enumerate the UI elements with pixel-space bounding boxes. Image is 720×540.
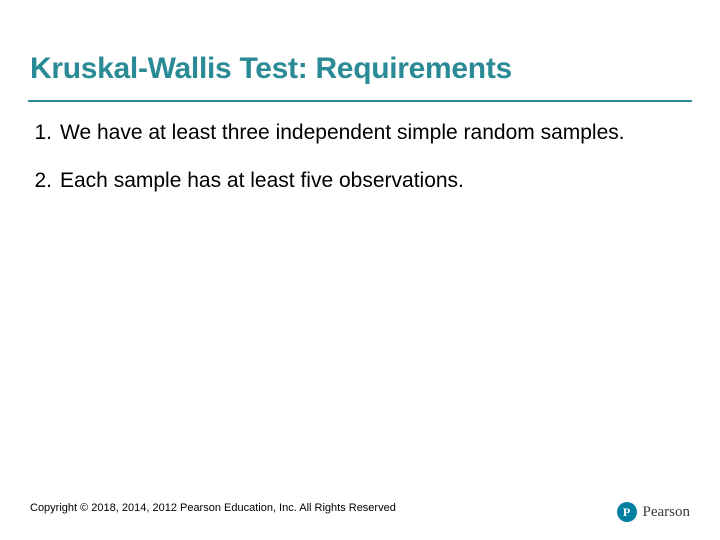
slide: Kruskal-Wallis Test: Requirements 1. We … bbox=[0, 0, 720, 540]
list-item: 1. We have at least three independent si… bbox=[30, 120, 690, 146]
pearson-logo: P Pearson bbox=[617, 502, 691, 522]
list-text: We have at least three independent simpl… bbox=[60, 120, 690, 146]
list-number: 1. bbox=[30, 120, 60, 146]
title-underline bbox=[28, 100, 692, 102]
slide-title: Kruskal-Wallis Test: Requirements bbox=[30, 52, 512, 86]
list-number: 2. bbox=[30, 168, 60, 194]
list-item: 2. Each sample has at least five observa… bbox=[30, 168, 690, 194]
logo-brand-text: Pearson bbox=[643, 504, 691, 521]
requirements-list: 1. We have at least three independent si… bbox=[30, 120, 690, 217]
copyright-text: Copyright © 2018, 2014, 2012 Pearson Edu… bbox=[30, 502, 396, 514]
list-text: Each sample has at least five observatio… bbox=[60, 168, 690, 194]
logo-mark-icon: P bbox=[617, 502, 637, 522]
